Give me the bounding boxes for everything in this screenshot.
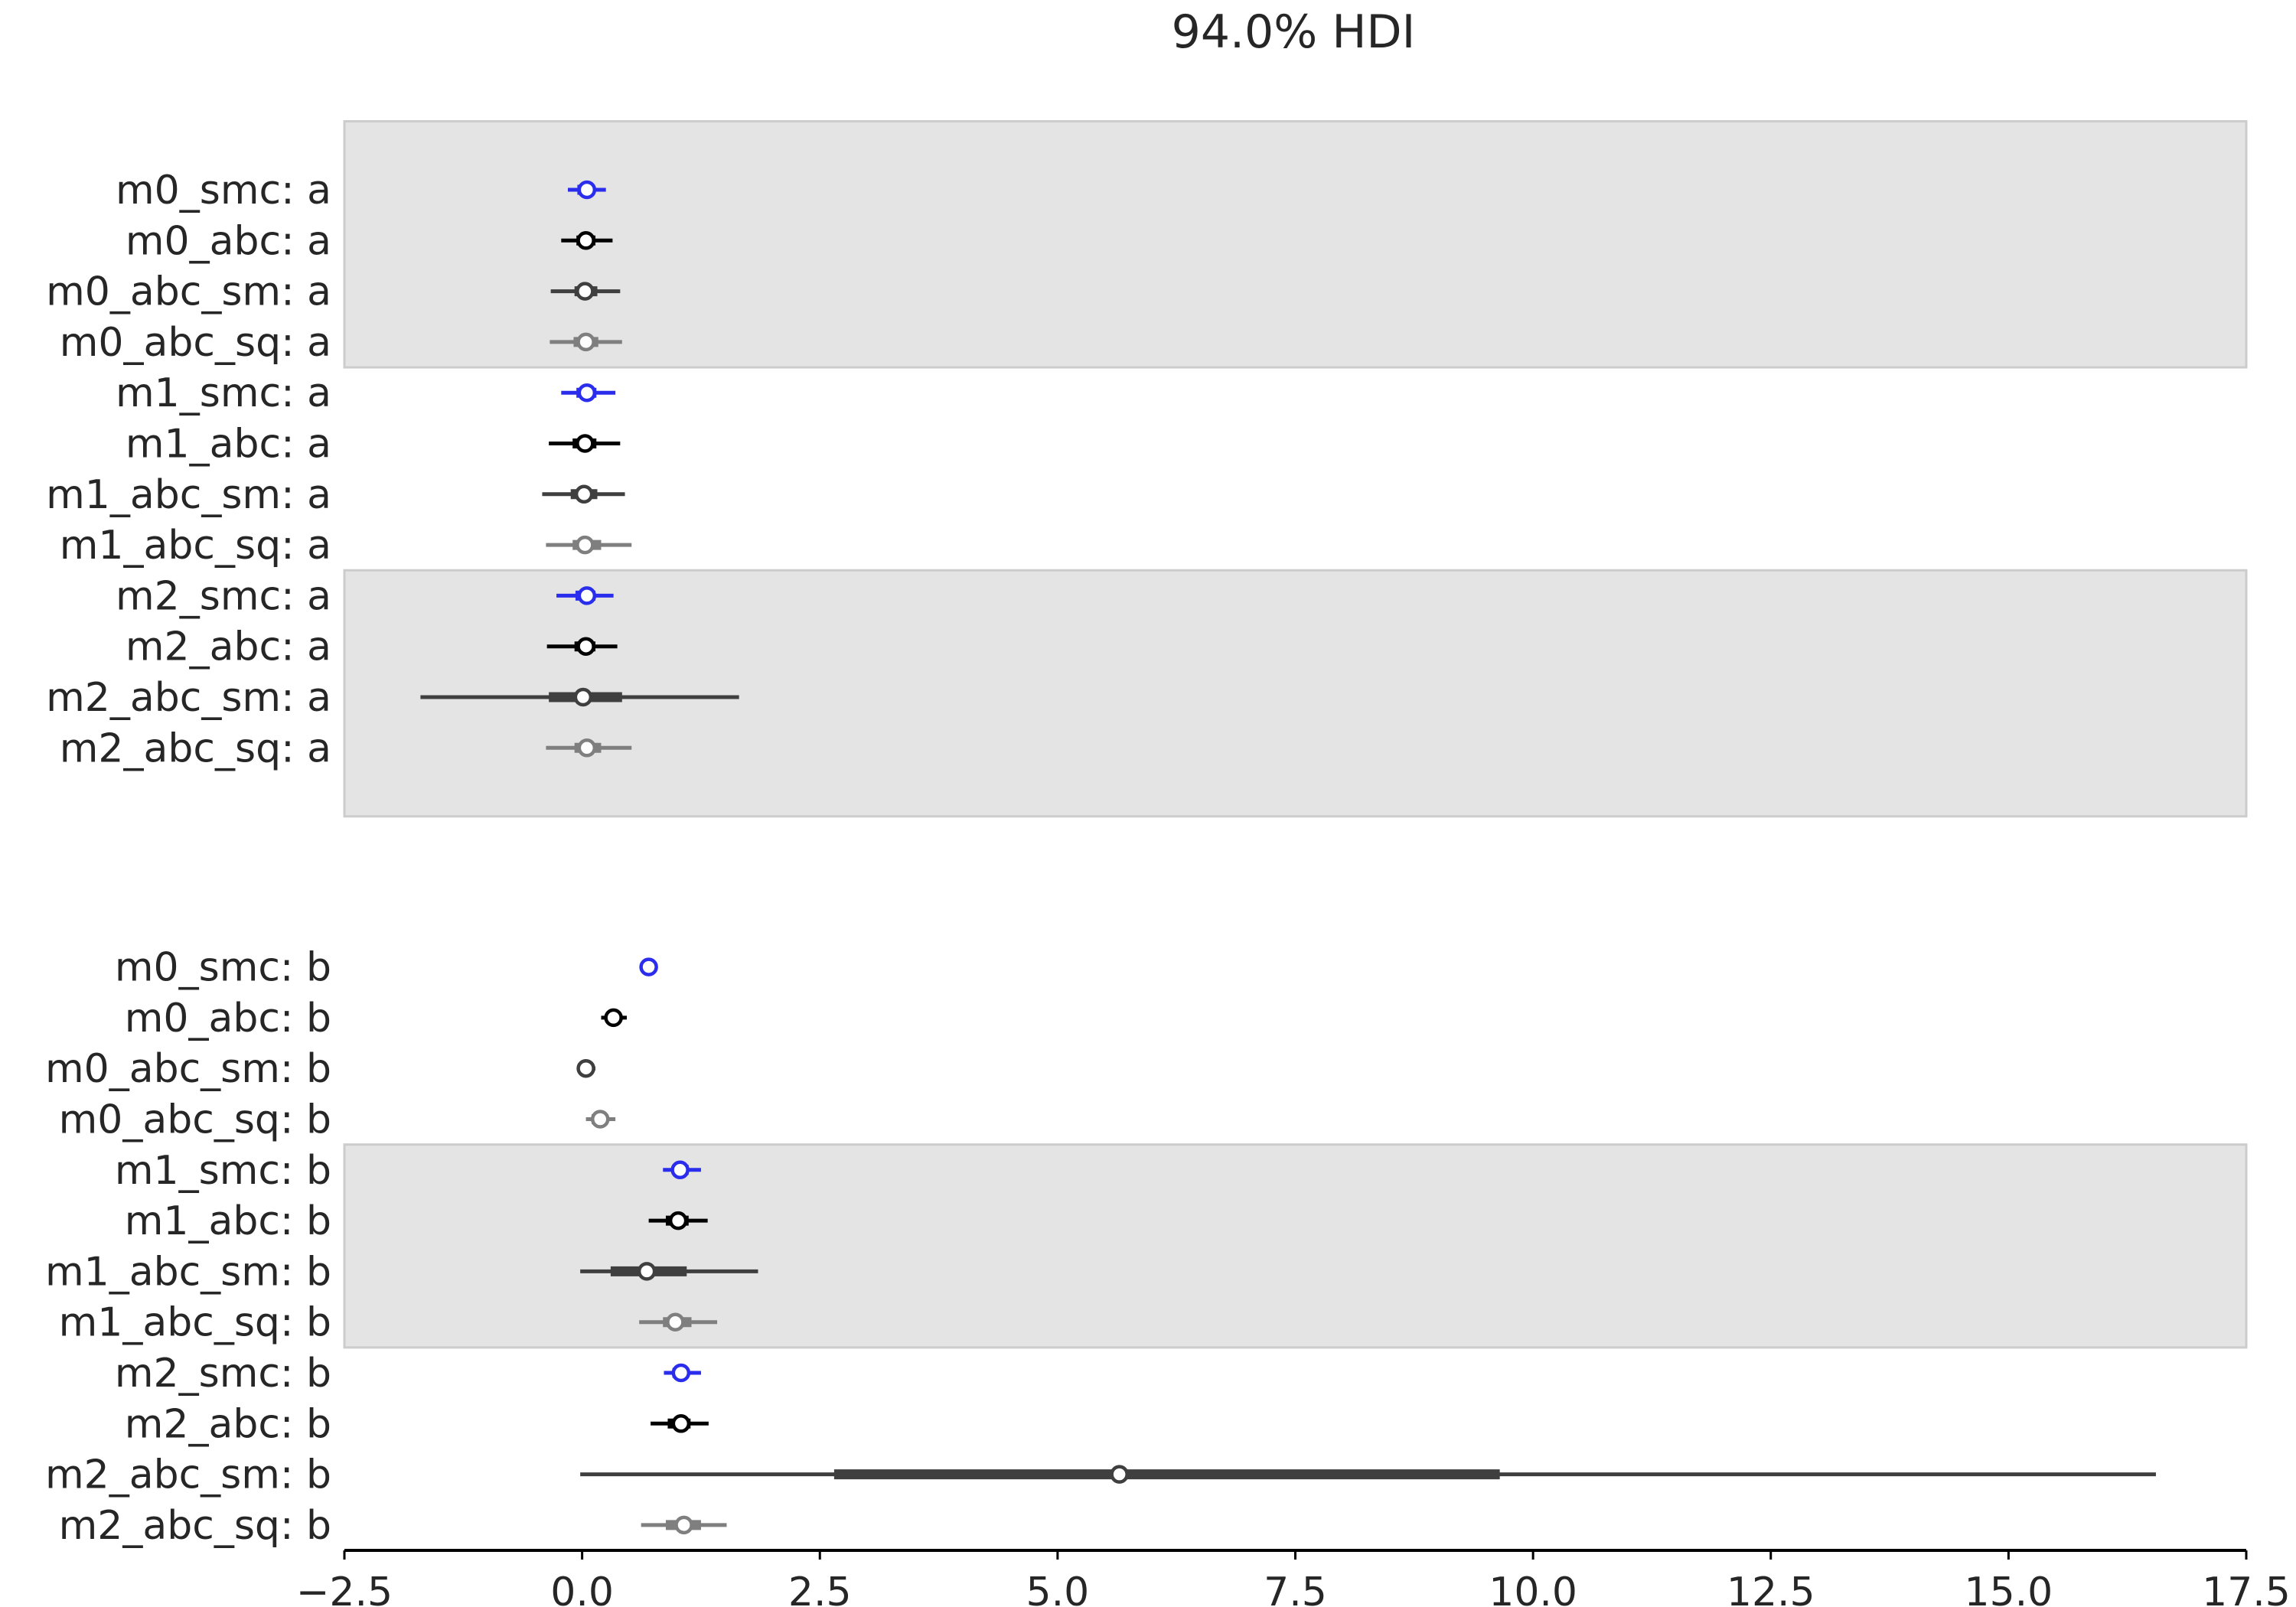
forest-row bbox=[561, 383, 616, 403]
median-marker bbox=[671, 1414, 691, 1433]
chart-title: 94.0% HDI bbox=[1172, 5, 1416, 59]
row-label: m1_abc_sm: a bbox=[46, 472, 331, 518]
row-label: m1_smc: a bbox=[116, 370, 331, 416]
row-label: m2_abc_sq: b bbox=[59, 1503, 331, 1549]
forest-row bbox=[641, 1515, 727, 1535]
median-marker bbox=[576, 282, 595, 301]
x-tick-label: 2.5 bbox=[788, 1570, 852, 1607]
median-marker bbox=[671, 1363, 691, 1383]
forest-row bbox=[420, 687, 739, 707]
x-tick-label: 17.5 bbox=[2202, 1570, 2291, 1607]
forest-row bbox=[550, 282, 621, 301]
median-marker bbox=[668, 1211, 688, 1231]
median-marker bbox=[670, 1160, 690, 1180]
forest-row bbox=[663, 1160, 701, 1180]
forest-row bbox=[639, 1312, 718, 1332]
shaded-band bbox=[343, 119, 2248, 369]
median-marker bbox=[574, 484, 594, 504]
forest-row bbox=[567, 180, 606, 200]
median-marker bbox=[576, 637, 595, 656]
rows-layer bbox=[420, 180, 2156, 1535]
median-marker bbox=[576, 231, 595, 250]
forest-row bbox=[546, 535, 632, 555]
row-label: m0_abc_sm: b bbox=[45, 1046, 331, 1092]
row-label: m2_abc: a bbox=[126, 624, 331, 670]
median-marker bbox=[637, 1262, 657, 1281]
row-label: m2_smc: a bbox=[116, 573, 331, 619]
row-label: m0_abc_sm: a bbox=[46, 269, 331, 315]
forest-row bbox=[580, 1465, 2156, 1484]
row-label: m1_abc: a bbox=[126, 422, 331, 468]
median-marker bbox=[576, 332, 595, 352]
median-marker bbox=[590, 1110, 610, 1129]
row-label: m1_abc: b bbox=[125, 1198, 331, 1244]
forest-row bbox=[664, 1363, 701, 1383]
median-marker bbox=[577, 586, 597, 605]
row-label: m2_abc_sm: b bbox=[45, 1452, 331, 1498]
x-tick-label: 10.0 bbox=[1489, 1570, 1577, 1607]
x-tick-label: 0.0 bbox=[550, 1570, 614, 1607]
shaded-band bbox=[343, 1143, 2248, 1349]
row-label: m1_abc_sq: a bbox=[60, 523, 331, 569]
forest-row bbox=[585, 1110, 616, 1129]
forest-row bbox=[561, 231, 613, 250]
forest-row bbox=[546, 738, 632, 758]
row-label: m0_abc: a bbox=[126, 218, 331, 264]
x-tick-label: 5.0 bbox=[1026, 1570, 1090, 1607]
row-label: m2_abc: b bbox=[125, 1401, 331, 1447]
forest-row bbox=[542, 484, 625, 504]
bands-layer bbox=[343, 119, 2248, 1349]
median-marker bbox=[573, 687, 593, 707]
median-marker bbox=[604, 1008, 623, 1028]
median-marker bbox=[577, 738, 597, 758]
forest-row bbox=[639, 957, 658, 976]
row-label: m2_smc: b bbox=[115, 1351, 331, 1397]
median-marker bbox=[577, 383, 597, 403]
x-axis: −2.5 0.0 2.5 5.0 7.5 10.0 12.5 15.0 17.5 bbox=[296, 1549, 2291, 1607]
forest-row bbox=[546, 637, 618, 656]
forest-row bbox=[576, 1058, 596, 1078]
row-label: m0_abc_sq: b bbox=[59, 1097, 331, 1143]
forest-row bbox=[550, 332, 622, 352]
median-marker bbox=[577, 180, 597, 200]
median-marker bbox=[674, 1515, 693, 1535]
x-tick-label: −2.5 bbox=[296, 1570, 393, 1607]
median-marker bbox=[576, 535, 595, 555]
x-tick-label: 12.5 bbox=[1727, 1570, 1815, 1607]
shaded-band bbox=[343, 569, 2248, 818]
median-marker bbox=[639, 957, 658, 976]
median-marker bbox=[576, 1058, 595, 1078]
row-label: m0_abc: b bbox=[125, 996, 331, 1041]
forest-row bbox=[601, 1008, 628, 1028]
median-marker bbox=[666, 1312, 685, 1332]
x-tick-label: 7.5 bbox=[1264, 1570, 1327, 1607]
forest-row bbox=[580, 1262, 758, 1281]
median-marker bbox=[576, 434, 595, 453]
forest-row bbox=[556, 586, 614, 605]
row-label: m0_smc: a bbox=[116, 168, 331, 214]
row-label: m0_abc_sq: a bbox=[60, 320, 331, 366]
row-label: m2_abc_sq: a bbox=[60, 725, 331, 771]
forest-row bbox=[651, 1414, 709, 1433]
row-label: m2_abc_sm: a bbox=[46, 675, 331, 721]
row-label: m1_smc: b bbox=[115, 1148, 331, 1194]
labels-layer: m0_smc: am0_abc: a m0_abc_sm: a m0_abc_sq:… bbox=[45, 168, 331, 1549]
forest-row bbox=[549, 434, 621, 453]
median-marker bbox=[1110, 1465, 1129, 1484]
row-label: m1_abc_sm: b bbox=[45, 1249, 331, 1295]
x-tick-label: 15.0 bbox=[1964, 1570, 2053, 1607]
forest-row bbox=[648, 1211, 708, 1231]
row-label: m1_abc_sq: b bbox=[59, 1300, 331, 1346]
row-label: m0_smc: b bbox=[115, 945, 331, 991]
